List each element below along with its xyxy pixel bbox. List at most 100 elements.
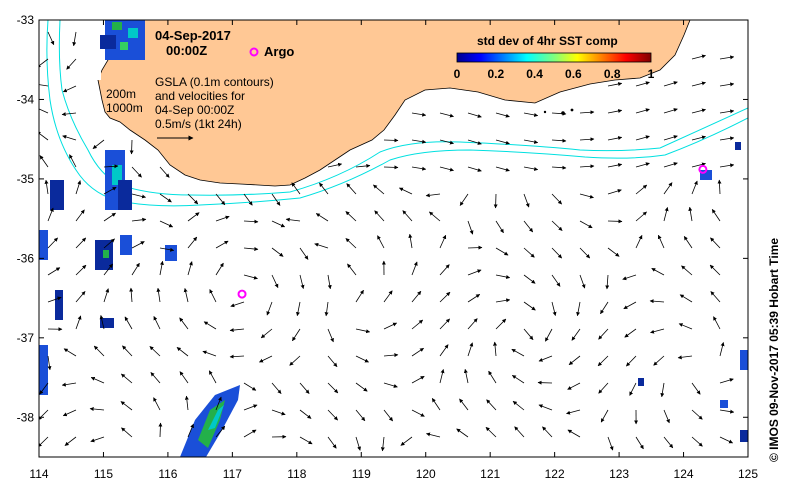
velocity-arrow <box>579 193 594 199</box>
velocity-arrow <box>719 378 734 384</box>
velocity-arrow <box>327 436 337 449</box>
velocity-arrow <box>551 193 562 205</box>
velocity-arrow <box>635 211 647 222</box>
velocity-arrow <box>439 264 450 276</box>
velocity-arrow <box>39 155 49 168</box>
y-tick-label: -38 <box>17 410 35 424</box>
velocity-arrow <box>271 409 286 416</box>
velocity-arrow <box>347 263 357 276</box>
velocity-arrow <box>92 139 105 149</box>
velocity-arrow <box>571 328 581 341</box>
velocity-arrow <box>605 274 610 290</box>
isobath-1000m <box>46 20 748 207</box>
velocity-arrow <box>598 382 609 394</box>
velocity-arrow <box>719 436 734 444</box>
velocity-arrow <box>607 82 623 87</box>
velocity-arrow <box>243 382 257 391</box>
velocity-arrow <box>121 427 133 438</box>
velocity-arrow <box>485 426 497 438</box>
velocity-arrow <box>629 382 637 396</box>
velocity-arrow <box>679 294 693 303</box>
x-tick-label: 124 <box>674 467 694 481</box>
velocity-arrow <box>75 237 87 249</box>
velocity-arrow <box>215 262 224 276</box>
velocity-arrow <box>523 139 539 144</box>
x-tick-label: 122 <box>545 467 565 481</box>
velocity-arrow <box>266 301 273 316</box>
velocity-arrow <box>243 219 259 224</box>
velocity-arrow <box>439 318 450 330</box>
velocity-arrow <box>579 274 586 289</box>
velocity-arrow <box>488 370 497 384</box>
velocity-arrow <box>327 382 339 394</box>
velocity-arrow <box>131 166 142 178</box>
velocity-arrow <box>663 436 674 449</box>
velocity-arrow <box>456 428 469 438</box>
velocity-arrow <box>439 291 451 303</box>
velocity-arrow <box>657 234 665 249</box>
velocity-arrow <box>495 274 511 279</box>
colorbar-ramp <box>456 52 652 63</box>
velocity-arrow <box>677 355 693 360</box>
velocity-arrow <box>289 355 301 366</box>
velocity-arrow <box>187 193 199 205</box>
velocity-arrow <box>439 112 454 118</box>
velocity-arrow <box>411 112 427 117</box>
velocity-arrow <box>62 135 77 141</box>
velocity-arrow <box>62 85 77 93</box>
velocity-arrow <box>495 247 509 256</box>
velocity-arrow <box>243 246 259 251</box>
velocity-arrow <box>39 382 49 395</box>
gsla-line-3: 04-Sep 00:00Z <box>155 103 234 117</box>
velocity-arrow <box>327 328 334 343</box>
velocity-arrow <box>39 106 49 114</box>
velocity-arrow <box>538 404 553 411</box>
velocity-arrow <box>89 406 105 411</box>
velocity-arrow <box>463 368 469 384</box>
velocity-arrow <box>383 353 399 358</box>
velocity-arrow <box>39 58 49 68</box>
velocity-arrow <box>408 233 413 249</box>
gsla-line-1: GSLA (0.1m contours) <box>155 75 274 89</box>
velocity-arrow <box>153 397 161 411</box>
velocity-arrow <box>467 220 474 235</box>
velocity-arrow <box>568 355 581 366</box>
velocity-arrow <box>691 436 703 447</box>
velocity-arrow <box>176 347 189 357</box>
velocity-arrow <box>103 238 115 249</box>
colorbar-tick-label: 0.6 <box>565 67 582 81</box>
velocity-arrow <box>402 210 413 222</box>
plot-frame <box>38 19 749 458</box>
velocity-arrow <box>551 165 567 170</box>
y-tick-label: -33 <box>17 13 35 27</box>
velocity-arrow <box>551 247 563 259</box>
velocity-arrow <box>622 274 637 281</box>
velocity-arrow <box>291 182 301 195</box>
velocity-arrow <box>271 247 284 257</box>
velocity-arrow <box>411 166 427 171</box>
velocity-arrow <box>439 344 449 357</box>
velocity-arrow <box>691 409 703 420</box>
velocity-arrow <box>103 212 116 222</box>
gsla-line-2: and velocities for <box>155 89 245 103</box>
velocity-arrow <box>259 355 273 363</box>
velocity-arrow <box>292 328 301 342</box>
velocity-arrow <box>47 207 54 222</box>
velocity-arrow <box>39 84 49 87</box>
velocity-arrow <box>62 409 77 417</box>
velocity-arrow <box>683 236 693 249</box>
velocity-arrow <box>215 396 222 411</box>
velocity-arrow <box>411 290 422 303</box>
velocity-arrow <box>663 81 678 87</box>
x-tick-label: 115 <box>94 467 113 481</box>
velocity-arrow <box>355 163 371 168</box>
velocity-arrow <box>713 316 721 330</box>
depth-1000-label: 1000m <box>106 101 143 115</box>
velocity-arrow <box>243 274 258 280</box>
velocity-arrow <box>567 429 581 438</box>
velocity-arrow <box>260 328 273 339</box>
velocity-arrow <box>425 193 441 198</box>
velocity-arrow <box>285 217 301 222</box>
velocity-arrow <box>439 166 454 172</box>
velocity-arrow <box>495 166 510 172</box>
